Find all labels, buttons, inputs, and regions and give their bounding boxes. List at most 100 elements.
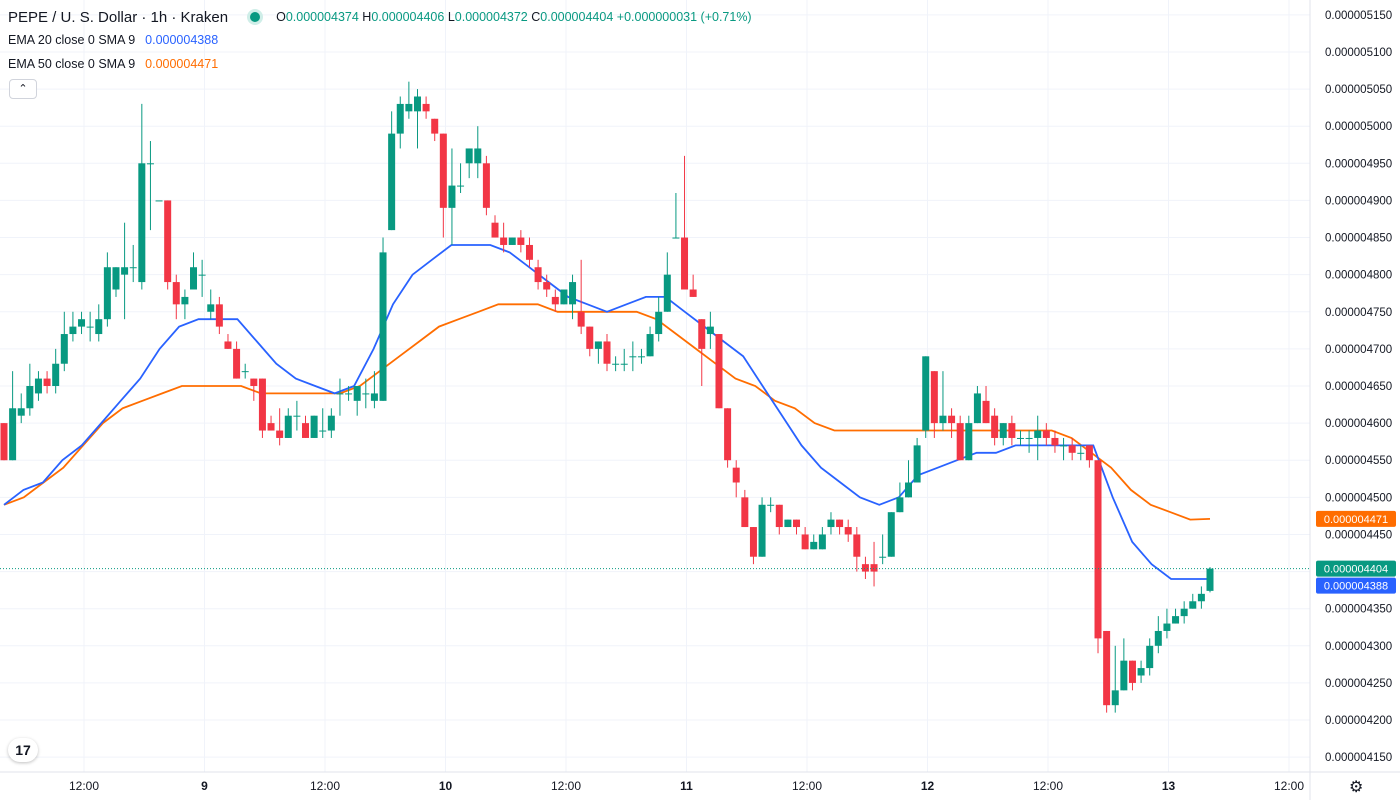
candle <box>767 497 775 513</box>
chevron-up-icon: ⌃ <box>18 83 28 95</box>
candle <box>732 460 740 498</box>
symbol-title[interactable]: PEPE / U. S. Dollar · 1h · Kraken <box>8 8 229 26</box>
candle <box>706 311 714 349</box>
candle <box>146 141 154 231</box>
candle <box>370 371 378 409</box>
low-label: L <box>447 10 455 24</box>
candle-body <box>1094 460 1102 639</box>
logo-text: 17 <box>15 742 31 758</box>
candle-body <box>431 118 439 134</box>
candle <box>749 527 757 565</box>
candle-body <box>1189 601 1197 609</box>
candle <box>655 296 663 342</box>
candle-body <box>198 274 206 276</box>
candle <box>345 386 353 401</box>
time-tick-label: 10 <box>439 779 453 793</box>
price-tick-label: 0.000004250 <box>1325 678 1392 690</box>
candle <box>973 386 981 424</box>
candle-body <box>379 252 387 401</box>
candle <box>999 423 1007 446</box>
candle <box>26 363 34 416</box>
candle-body <box>405 103 413 112</box>
candle-body <box>879 556 887 558</box>
candle-body <box>594 341 602 349</box>
price-tick-label: 0.000004900 <box>1325 195 1392 207</box>
candle-body <box>1042 430 1050 438</box>
candle-body <box>1025 437 1033 439</box>
candle-body <box>69 326 77 335</box>
candle-body <box>474 148 482 164</box>
candle-body <box>939 415 947 424</box>
high-value: 0.000004406 <box>371 10 445 24</box>
candle <box>448 148 456 245</box>
candle <box>302 415 309 438</box>
candle <box>965 415 973 461</box>
chart-legend: PEPE / U. S. Dollar · 1h · Kraken O0.000… <box>8 6 752 76</box>
candle <box>818 527 826 550</box>
time-tick-label: 9 <box>201 779 208 793</box>
ema50-legend[interactable]: EMA 50 close 0 SMA 9 0.000004471 <box>8 52 752 76</box>
candle <box>1206 567 1214 593</box>
candle-body <box>86 326 94 328</box>
candle <box>52 348 60 394</box>
candle <box>190 252 198 290</box>
candle <box>663 252 671 312</box>
candle <box>930 371 938 438</box>
candle-body <box>681 237 689 290</box>
ema20-legend[interactable]: EMA 20 close 0 SMA 9 0.000004388 <box>8 28 752 52</box>
time-tick-label: 12 <box>921 779 935 793</box>
candle-body <box>60 334 68 364</box>
candle-body <box>629 356 637 358</box>
candle <box>948 408 956 438</box>
candle-body <box>9 408 17 461</box>
candle-body <box>1034 430 1042 438</box>
candle <box>982 386 990 424</box>
tradingview-logo[interactable]: 17 <box>8 738 38 762</box>
candle-body <box>689 289 697 297</box>
candle <box>388 111 396 231</box>
candle <box>1085 445 1093 468</box>
collapse-legend-button[interactable]: ⌃ <box>9 79 37 99</box>
candle-body <box>121 267 129 275</box>
candle-body <box>1111 690 1119 706</box>
candle <box>1060 437 1068 461</box>
ema20-label: EMA 20 close 0 SMA 9 <box>8 33 136 47</box>
candle <box>543 274 551 297</box>
candle-body <box>439 133 447 208</box>
candle <box>913 437 921 483</box>
candle-body <box>396 103 404 134</box>
candle-body <box>207 304 215 312</box>
candle-body <box>948 415 956 424</box>
candle-body <box>327 415 335 431</box>
price-axis[interactable]: 0.000005150 0.000005100 0.000005050 0.00000… <box>1325 10 1392 764</box>
candle <box>1189 593 1197 609</box>
candle-body <box>138 163 146 283</box>
candle-body <box>612 363 620 365</box>
candle-body <box>1180 608 1188 617</box>
candle-body <box>663 274 671 312</box>
open-value: 0.000004374 <box>285 10 359 24</box>
price-tick-label: 0.000004650 <box>1325 381 1392 393</box>
symbol-row: PEPE / U. S. Dollar · 1h · Kraken O0.000… <box>8 6 752 28</box>
candle <box>801 527 809 550</box>
candle <box>422 96 430 119</box>
candle-body <box>310 415 318 438</box>
price-tick-label: 0.000004150 <box>1325 752 1392 764</box>
candle-body <box>1085 445 1093 461</box>
candle-body <box>784 519 792 528</box>
candle <box>836 519 844 535</box>
candle <box>78 311 86 335</box>
gear-icon[interactable]: ⚙ <box>1349 779 1364 796</box>
candle-body <box>569 282 577 305</box>
candle <box>646 326 654 357</box>
candle-body <box>1008 423 1016 438</box>
candle <box>724 408 732 468</box>
candle-body <box>52 363 60 386</box>
candle <box>534 259 542 290</box>
candle-body <box>517 237 525 245</box>
candle-body <box>732 467 740 483</box>
candle <box>741 489 749 528</box>
time-axis[interactable]: 12:00 9 12:00 10 12:00 11 12:00 12 12:00 13 12:00 <box>69 779 1304 793</box>
candle-body <box>801 534 809 550</box>
